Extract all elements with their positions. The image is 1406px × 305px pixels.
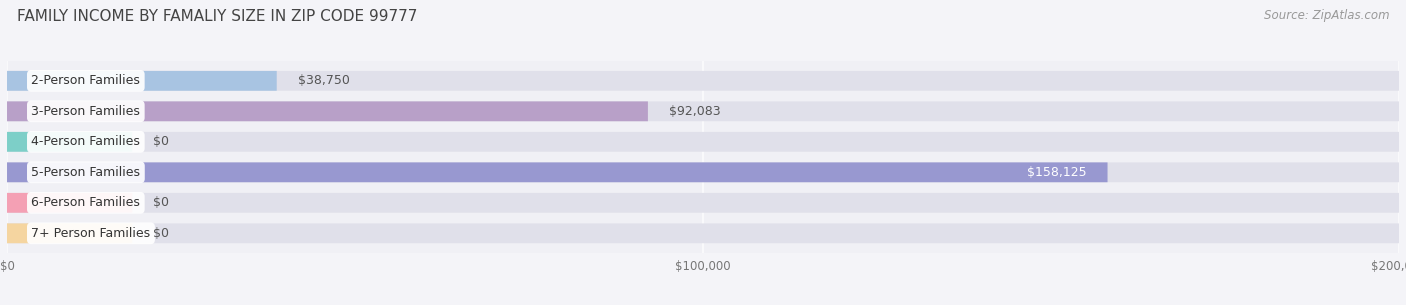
Text: $38,750: $38,750	[298, 74, 350, 87]
FancyBboxPatch shape	[7, 71, 277, 91]
Text: 6-Person Families: 6-Person Families	[31, 196, 141, 209]
Text: $92,083: $92,083	[669, 105, 720, 118]
Text: $158,125: $158,125	[1026, 166, 1087, 179]
Text: 4-Person Families: 4-Person Families	[31, 135, 141, 148]
FancyBboxPatch shape	[7, 193, 132, 213]
FancyBboxPatch shape	[7, 162, 1108, 182]
Text: 5-Person Families: 5-Person Families	[31, 166, 141, 179]
Text: $0: $0	[153, 135, 169, 148]
Text: Source: ZipAtlas.com: Source: ZipAtlas.com	[1264, 9, 1389, 22]
FancyBboxPatch shape	[7, 162, 1399, 182]
FancyBboxPatch shape	[7, 132, 132, 152]
Text: 2-Person Families: 2-Person Families	[31, 74, 141, 87]
FancyBboxPatch shape	[7, 101, 648, 121]
FancyBboxPatch shape	[7, 132, 1399, 152]
FancyBboxPatch shape	[7, 223, 1399, 243]
Text: $0: $0	[153, 196, 169, 209]
FancyBboxPatch shape	[7, 193, 1399, 213]
FancyBboxPatch shape	[7, 101, 1399, 121]
FancyBboxPatch shape	[7, 223, 132, 243]
FancyBboxPatch shape	[7, 71, 1399, 91]
Text: $0: $0	[153, 227, 169, 240]
Text: 7+ Person Families: 7+ Person Families	[31, 227, 150, 240]
Text: FAMILY INCOME BY FAMALIY SIZE IN ZIP CODE 99777: FAMILY INCOME BY FAMALIY SIZE IN ZIP COD…	[17, 9, 418, 24]
Text: 3-Person Families: 3-Person Families	[31, 105, 141, 118]
